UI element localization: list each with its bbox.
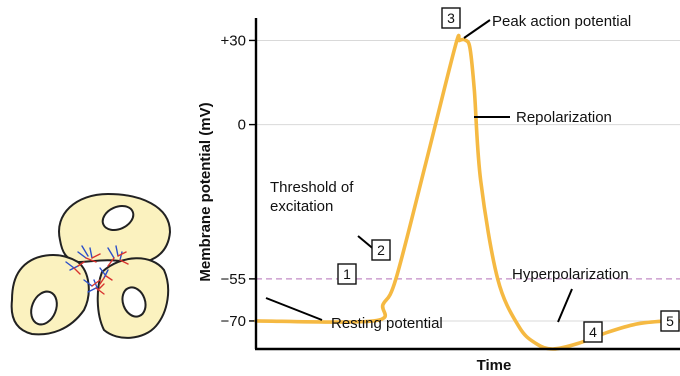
svg-text:2: 2 (377, 242, 385, 258)
peak-label: Peak action potential (492, 13, 631, 30)
hyperpolarization-label: Hyperpolarization (512, 266, 629, 283)
peak-leader (463, 19, 491, 39)
marker-1: 1 (337, 263, 357, 285)
marker-5: 5 (660, 310, 680, 332)
y-tick-label: −70 (221, 313, 246, 330)
x-axis-label: Time (477, 357, 512, 374)
y-axis-label: Membrane potential (mV) (197, 102, 214, 281)
synapse-terminals (65, 245, 129, 295)
cell-top-nucleus (101, 205, 135, 231)
y-tick-label: 0 (238, 117, 246, 134)
hyperpolarization-leader (557, 288, 573, 323)
y-tick-label: −55 (221, 271, 246, 288)
svg-text:5: 5 (666, 313, 674, 329)
svg-text:1: 1 (343, 266, 351, 282)
resting-leader (265, 297, 323, 321)
action-potential-chart: +30 0 −55 −70 Membrane potential (mV) Time (197, 18, 680, 374)
marker-2: 2 (371, 239, 391, 261)
threshold-label: Threshold of excitation (270, 179, 358, 215)
marker-3: 3 (441, 7, 461, 29)
marker-4: 4 (583, 321, 603, 343)
y-tick-labels: +30 0 −55 −70 (221, 32, 246, 330)
cell-left-nucleus (30, 290, 58, 326)
svg-text:3: 3 (447, 10, 455, 26)
y-tick-label: +30 (221, 32, 246, 49)
svg-text:4: 4 (589, 324, 597, 340)
neuron-cells-illustration (10, 192, 172, 339)
annotations: Peak action potential Repolarization Thr… (265, 13, 631, 332)
resting-label: Resting potential (331, 315, 443, 332)
repolarization-label: Repolarization (516, 109, 612, 126)
step-markers: 1 2 3 4 5 (337, 7, 680, 343)
cell-right-nucleus (121, 286, 147, 318)
